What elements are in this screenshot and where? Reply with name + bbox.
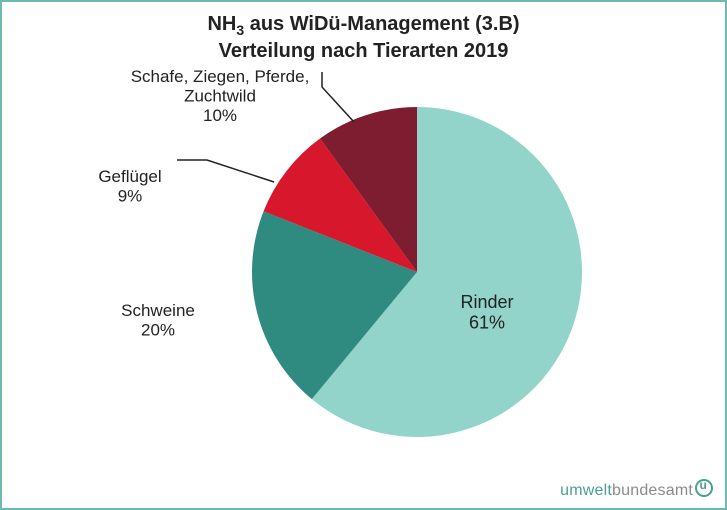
slice-label: Geflügel9%	[98, 167, 161, 206]
credit-badge-icon	[695, 479, 713, 497]
leader-line	[322, 72, 354, 122]
chart-title-line2: Verteilung nach Tierarten 2019	[2, 39, 725, 63]
credit-part2: bundesamt	[612, 482, 693, 499]
slice-label: Schafe, Ziegen, Pferde,Zuchtwild10%	[131, 67, 310, 125]
pie-chart: Rinder61%Schweine20%Geflügel9%Schafe, Zi…	[2, 62, 727, 462]
leader-line	[177, 160, 274, 182]
credit-part1: umwelt	[560, 482, 612, 499]
chart-title: NH3 aus WiDü-Management (3.B) Verteilung…	[2, 12, 725, 63]
chart-frame: NH3 aus WiDü-Management (3.B) Verteilung…	[0, 0, 727, 510]
credit-line: umweltbundesamt	[560, 479, 713, 500]
chart-title-line1: NH3 aus WiDü-Management (3.B)	[2, 12, 725, 39]
slice-label: Schweine20%	[121, 301, 195, 340]
